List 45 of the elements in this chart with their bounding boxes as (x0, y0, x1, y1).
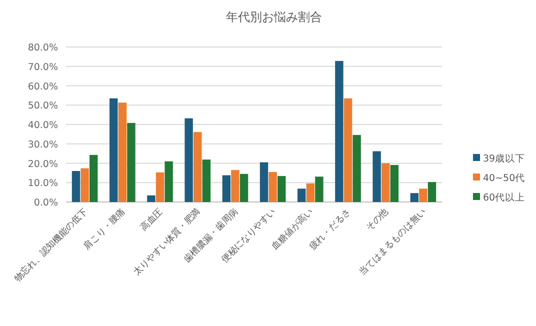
bar (147, 195, 156, 202)
bar (260, 162, 268, 202)
bar (156, 172, 164, 202)
bar (222, 175, 230, 202)
legend-label: 40~50代 (483, 173, 526, 184)
bar (315, 176, 324, 202)
bar (231, 170, 240, 202)
chart-title: 年代別お悩み割合 (226, 10, 322, 24)
y-tick-label: 0.0% (34, 198, 58, 208)
bar (419, 188, 428, 202)
y-tick-label: 10.0% (28, 178, 58, 190)
bar (118, 102, 126, 202)
bar (72, 171, 80, 202)
bar (127, 122, 136, 202)
bar (184, 118, 193, 202)
y-tick-label: 80.0% (28, 42, 58, 54)
y-tick-label: 20.0% (28, 158, 58, 170)
bar (110, 98, 118, 202)
y-tick-label: 40.0% (28, 120, 58, 131)
bar (240, 174, 248, 202)
bar (410, 193, 418, 202)
legend-label: 60代以上 (483, 192, 526, 204)
bar (298, 188, 306, 202)
y-tick-label: 60.0% (28, 81, 58, 92)
bar (344, 98, 352, 202)
bar (390, 164, 398, 202)
legend-label: 39歳以下 (483, 152, 526, 164)
bar (306, 183, 314, 202)
y-tick-label: 50.0% (28, 100, 58, 112)
y-tick-label: 70.0% (28, 62, 58, 73)
bar (335, 60, 344, 202)
bar (372, 151, 381, 202)
bar (164, 161, 173, 202)
y-tick-label: 30.0% (28, 139, 58, 150)
bar (90, 154, 98, 202)
bar (278, 176, 286, 202)
bar (202, 160, 210, 202)
x-tick-label: 高血圧 (138, 206, 166, 234)
bar (80, 168, 89, 202)
bar (268, 172, 277, 202)
bar (352, 134, 361, 202)
bar (194, 132, 202, 202)
bar (382, 163, 390, 202)
x-tick-label: その他 (364, 206, 391, 234)
bar (428, 182, 436, 202)
